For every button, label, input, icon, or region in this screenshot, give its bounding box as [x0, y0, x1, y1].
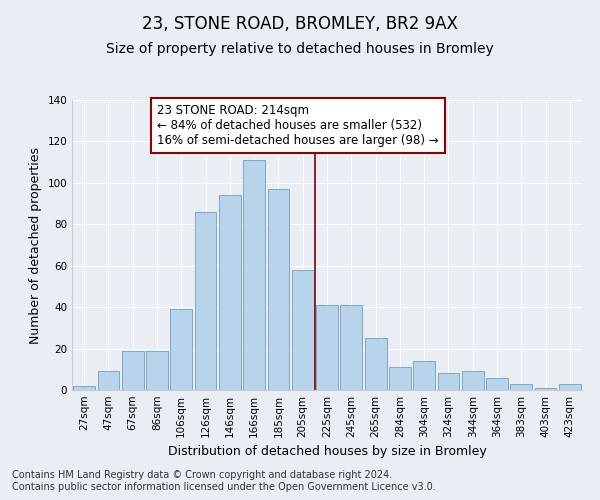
Bar — [365, 338, 386, 390]
Bar — [73, 386, 95, 390]
Bar — [122, 350, 143, 390]
Bar — [462, 372, 484, 390]
Bar — [486, 378, 508, 390]
Bar — [413, 361, 435, 390]
Text: Contains public sector information licensed under the Open Government Licence v3: Contains public sector information licen… — [12, 482, 436, 492]
Bar — [437, 374, 460, 390]
Bar — [170, 309, 192, 390]
Bar — [97, 372, 119, 390]
Bar — [219, 196, 241, 390]
Text: Contains HM Land Registry data © Crown copyright and database right 2024.: Contains HM Land Registry data © Crown c… — [12, 470, 392, 480]
Bar — [292, 270, 314, 390]
Text: Size of property relative to detached houses in Bromley: Size of property relative to detached ho… — [106, 42, 494, 56]
Bar — [559, 384, 581, 390]
Text: 23, STONE ROAD, BROMLEY, BR2 9AX: 23, STONE ROAD, BROMLEY, BR2 9AX — [142, 15, 458, 33]
Text: 23 STONE ROAD: 214sqm
← 84% of detached houses are smaller (532)
16% of semi-det: 23 STONE ROAD: 214sqm ← 84% of detached … — [157, 104, 439, 147]
Bar — [146, 350, 168, 390]
Bar — [340, 305, 362, 390]
Bar — [268, 189, 289, 390]
Bar — [389, 367, 411, 390]
Bar — [194, 212, 217, 390]
Bar — [535, 388, 556, 390]
Bar — [316, 305, 338, 390]
X-axis label: Distribution of detached houses by size in Bromley: Distribution of detached houses by size … — [167, 446, 487, 458]
Bar — [243, 160, 265, 390]
Y-axis label: Number of detached properties: Number of detached properties — [29, 146, 42, 344]
Bar — [511, 384, 532, 390]
